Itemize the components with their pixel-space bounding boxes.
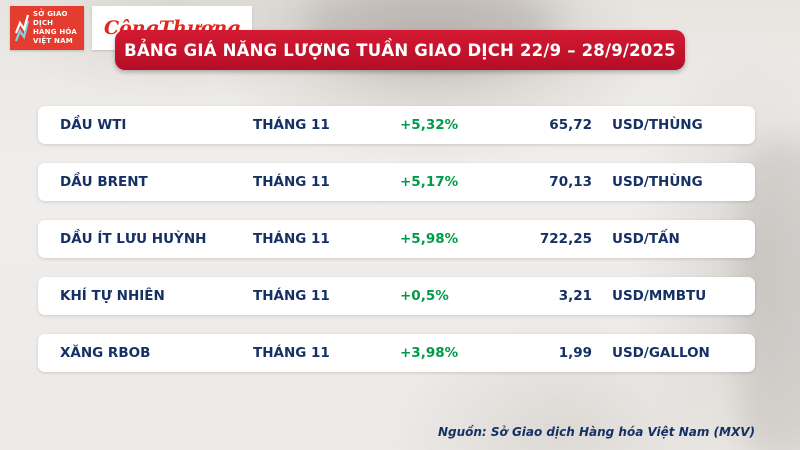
price-change: +3,98% xyxy=(400,345,459,361)
price-unit: USD/MMBTU xyxy=(612,288,707,304)
price-change: +5,32% xyxy=(400,117,459,133)
title-banner: BẢNG GIÁ NĂNG LƯỢNG TUẦN GIAO DỊCH 22/9 … xyxy=(115,30,685,70)
commodity-name: DẦU ÍT LƯU HUỲNH xyxy=(60,231,207,247)
contract-month: THÁNG 11 xyxy=(253,288,330,304)
table-row: DẦU ÍT LƯU HUỲNH THÁNG 11 +5,98% 722,25 … xyxy=(38,220,755,258)
commodity-name: DẦU WTI xyxy=(60,117,127,133)
price-table: DẦU WTI THÁNG 11 +5,32% 65,72 USD/THÙNG … xyxy=(38,106,755,372)
mxv-logo: SỞ GIAO DỊCH HÀNG HÓA VIỆT NAM xyxy=(10,6,84,50)
price-unit: USD/TẤN xyxy=(612,231,680,247)
mxv-logo-line2: HÀNG HÓA xyxy=(33,28,77,36)
commodity-name: DẦU BRENT xyxy=(60,174,148,190)
source-attribution: Nguồn: Sở Giao dịch Hàng hóa Việt Nam (M… xyxy=(437,425,755,439)
mxv-logo-text: SỞ GIAO DỊCH HÀNG HÓA VIỆT NAM xyxy=(33,10,80,46)
price-value: 722,25 xyxy=(539,231,592,247)
table-row: XĂNG RBOB THÁNG 11 +3,98% 1,99 USD/GALLO… xyxy=(38,334,755,372)
price-value: 70,13 xyxy=(549,174,592,190)
table-row: DẦU BRENT THÁNG 11 +5,17% 70,13 USD/THÙN… xyxy=(38,163,755,201)
price-value: 3,21 xyxy=(558,288,592,304)
contract-month: THÁNG 11 xyxy=(253,117,330,133)
contract-month: THÁNG 11 xyxy=(253,174,330,190)
price-unit: USD/THÙNG xyxy=(612,174,703,190)
price-value: 65,72 xyxy=(549,117,592,133)
mxv-logo-line1: SỞ GIAO DỊCH xyxy=(33,9,68,27)
price-change: +0,5% xyxy=(400,288,449,304)
commodity-name: XĂNG RBOB xyxy=(60,345,151,361)
commodity-name: KHÍ TỰ NHIÊN xyxy=(60,288,165,304)
table-row: DẦU WTI THÁNG 11 +5,32% 65,72 USD/THÙNG xyxy=(38,106,755,144)
contract-month: THÁNG 11 xyxy=(253,231,330,247)
table-row: KHÍ TỰ NHIÊN THÁNG 11 +0,5% 3,21 USD/MMB… xyxy=(38,277,755,315)
contract-month: THÁNG 11 xyxy=(253,345,330,361)
price-value: 1,99 xyxy=(558,345,592,361)
price-change: +5,98% xyxy=(400,231,459,247)
price-unit: USD/THÙNG xyxy=(612,117,703,133)
price-change: +5,17% xyxy=(400,174,459,190)
mxv-chart-icon xyxy=(14,10,30,46)
mxv-logo-line3: VIỆT NAM xyxy=(33,37,73,46)
price-unit: USD/GALLON xyxy=(612,345,710,361)
page-title: BẢNG GIÁ NĂNG LƯỢNG TUẦN GIAO DỊCH 22/9 … xyxy=(124,40,676,60)
